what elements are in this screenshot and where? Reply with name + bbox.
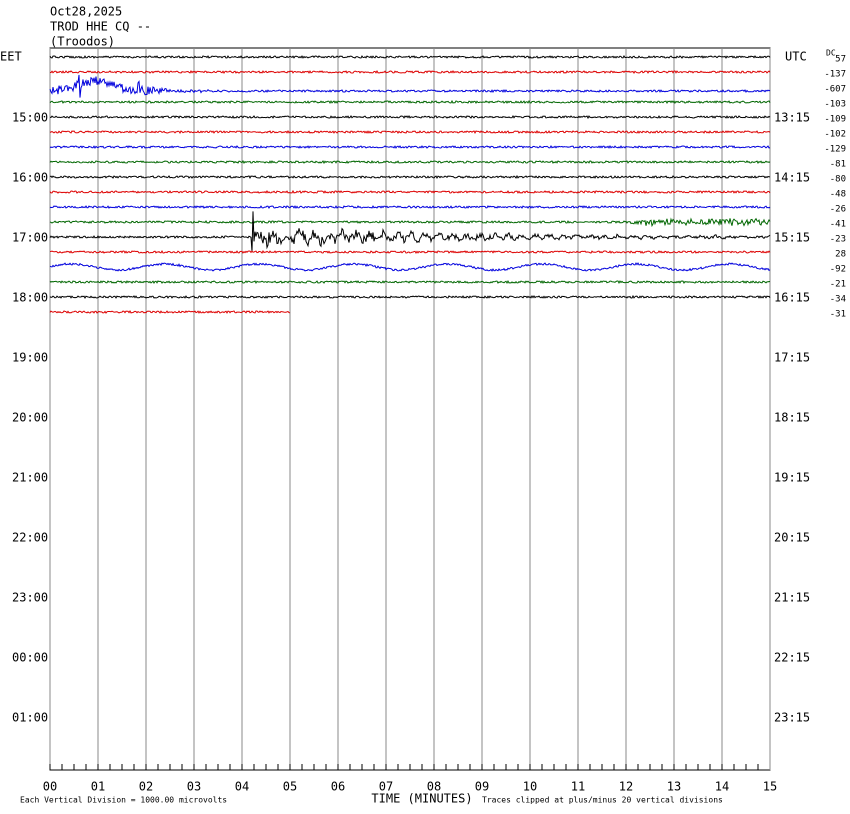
dc-offset: -137 <box>824 70 846 80</box>
trace <box>49 174 771 180</box>
left-hour-label: 18:00 <box>12 291 48 305</box>
right-hour-label: 15:15 <box>774 231 810 245</box>
right-zone: UTC <box>785 50 807 64</box>
left-hour-label: 19:00 <box>12 351 48 365</box>
trace <box>49 217 771 228</box>
dc-label: DC <box>826 49 836 58</box>
left-hour-label: 16:00 <box>12 171 48 185</box>
right-hour-label: 22:15 <box>774 651 810 665</box>
x-tick-label: 12 <box>619 780 633 794</box>
left-hour-label: 17:00 <box>12 231 48 245</box>
left-hour-label: 00:00 <box>12 651 48 665</box>
trace <box>49 144 771 149</box>
trace <box>49 189 771 194</box>
x-tick-label: 14 <box>715 780 729 794</box>
right-hour-label: 21:15 <box>774 591 810 605</box>
dc-offset: 57 <box>835 55 846 65</box>
dc-offset: -31 <box>830 310 846 320</box>
trace <box>49 99 771 105</box>
dc-offset: -109 <box>824 115 846 125</box>
x-tick-label: 11 <box>571 780 585 794</box>
left-hour-label: 01:00 <box>12 711 48 725</box>
x-tick-label: 05 <box>283 780 297 794</box>
right-hour-label: 23:15 <box>774 711 810 725</box>
x-axis-label: TIME (MINUTES) <box>371 792 472 806</box>
dc-offset: -80 <box>830 175 846 185</box>
x-tick-label: 06 <box>331 780 345 794</box>
x-tick-label: 00 <box>43 780 57 794</box>
right-hour-label: 14:15 <box>774 171 810 185</box>
scale-note: Each Vertical Division = 1000.00 microvo… <box>20 796 227 805</box>
dc-offset: -607 <box>824 85 846 95</box>
title-line: Oct28,2025 <box>50 5 122 19</box>
left-hour-label: 22:00 <box>12 531 48 545</box>
trace <box>49 74 771 98</box>
left-hour-label: 15:00 <box>12 111 48 125</box>
trace <box>49 115 771 120</box>
right-hour-label: 18:15 <box>774 411 810 425</box>
trace <box>49 55 771 59</box>
left-hour-label: 23:00 <box>12 591 48 605</box>
left-hour-label: 20:00 <box>12 411 48 425</box>
left-zone: EET <box>0 50 22 64</box>
trace <box>49 249 771 254</box>
trace <box>49 294 771 300</box>
dc-offset: -81 <box>830 160 846 170</box>
x-tick-label: 07 <box>379 780 393 794</box>
trace <box>49 205 771 210</box>
trace <box>49 159 771 165</box>
trace <box>49 69 771 74</box>
dc-offset: -26 <box>830 205 846 215</box>
x-tick-label: 02 <box>139 780 153 794</box>
trace <box>49 211 771 252</box>
dc-offset: -48 <box>830 190 846 200</box>
right-hour-label: 20:15 <box>774 531 810 545</box>
dc-offset: -103 <box>824 100 846 110</box>
x-tick-label: 04 <box>235 780 249 794</box>
right-hour-label: 19:15 <box>774 471 810 485</box>
x-tick-label: 08 <box>427 780 441 794</box>
right-hour-label: 13:15 <box>774 111 810 125</box>
x-tick-label: 03 <box>187 780 201 794</box>
trace <box>49 280 771 285</box>
trace <box>49 129 771 134</box>
dc-offset: -41 <box>830 220 846 230</box>
x-tick-label: 09 <box>475 780 489 794</box>
dc-offset: -34 <box>830 295 846 305</box>
right-hour-label: 17:15 <box>774 351 810 365</box>
trace <box>49 262 771 272</box>
dc-offset: -23 <box>830 235 846 245</box>
trace <box>49 309 291 314</box>
dc-offset: 28 <box>835 250 846 260</box>
dc-offset: -102 <box>824 130 846 140</box>
dc-offset: -92 <box>830 265 846 275</box>
clip-note: Traces clipped at plus/minus 20 vertical… <box>482 796 723 805</box>
x-tick-label: 10 <box>523 780 537 794</box>
left-hour-label: 21:00 <box>12 471 48 485</box>
dc-offset: -129 <box>824 145 846 155</box>
x-tick-label: 13 <box>667 780 681 794</box>
x-tick-label: 01 <box>91 780 105 794</box>
title-line: TROD HHE CQ -- <box>50 20 151 34</box>
right-hour-label: 16:15 <box>774 291 810 305</box>
dc-offset: -21 <box>830 280 846 290</box>
x-tick-label: 15 <box>763 780 777 794</box>
title-line: (Troodos) <box>50 35 115 49</box>
